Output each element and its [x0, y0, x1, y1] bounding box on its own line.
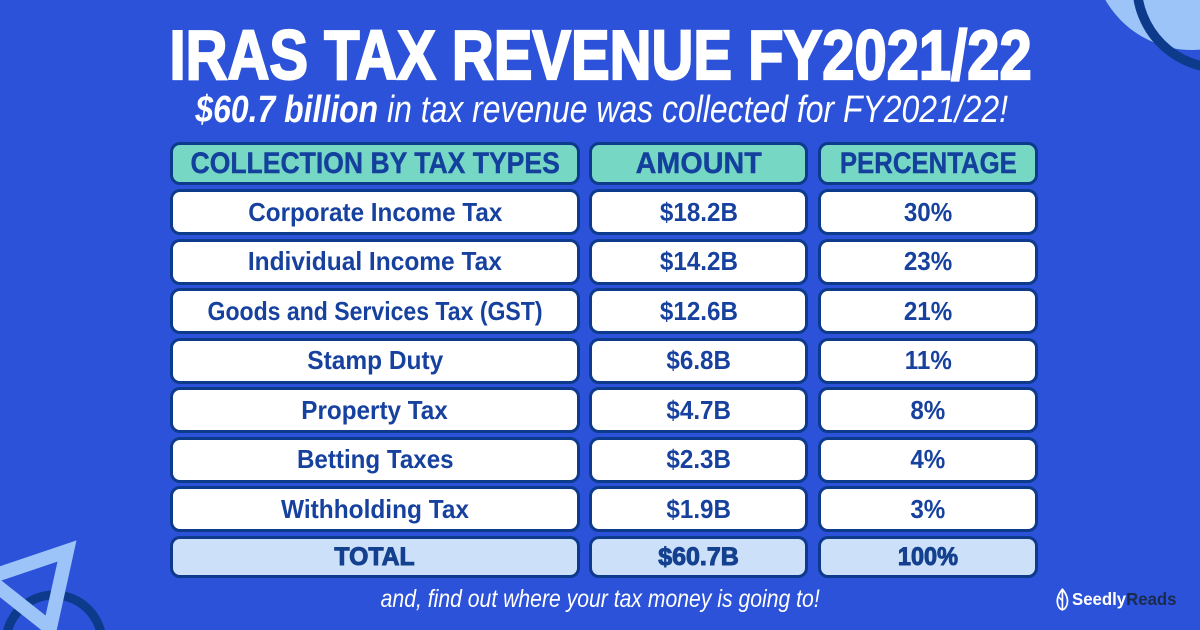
svg-text:SeedlyReads: SeedlyReads	[1072, 589, 1177, 609]
